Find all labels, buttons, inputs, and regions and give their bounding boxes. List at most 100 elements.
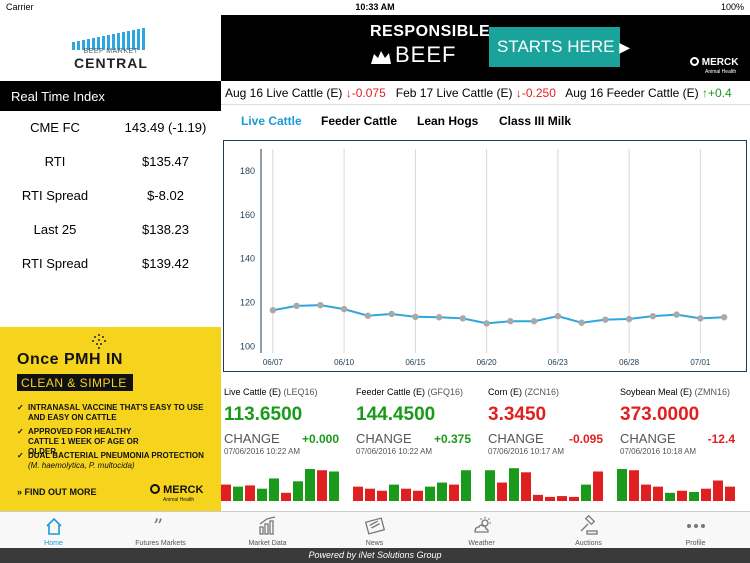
tab-feeder-cattle[interactable]: Feeder Cattle [321, 114, 398, 128]
quote-cards: Live Cattle (E) (LEQ16) 113.6500 CHANGE +0.… [221, 380, 750, 511]
ticker-item[interactable]: Aug 16 Live Cattle (E) ↓-0.075 [225, 86, 386, 100]
mini-bar [509, 468, 519, 501]
mini-bar [401, 488, 411, 501]
rti-row-label: RTI Spread [21, 256, 89, 271]
data-point[interactable] [530, 317, 538, 325]
tab-bar-item[interactable]: ” Futures Markets [107, 512, 214, 549]
ad-left-headline: Once PMH IN [17, 351, 123, 368]
mini-bar [497, 482, 507, 501]
data-point[interactable] [649, 312, 657, 320]
powered-by-footer: Powered by iNet Solutions Group [0, 548, 750, 563]
quote-card[interactable]: Feeder Cattle (E) (GFQ16) 144.4500 CHANGE +… [353, 380, 485, 511]
ticker-item[interactable]: Feb 17 Live Cattle (E) ↓-0.250 [396, 86, 556, 100]
futures-ticker[interactable]: Aug 16 Live Cattle (E) ↓-0.075 Feb 17 Li… [221, 81, 750, 105]
rti-row: CME FC 143.49 (-1.19) [0, 111, 221, 145]
mini-volume-chart [485, 468, 603, 501]
mini-bar [221, 484, 231, 501]
mini-bar [233, 486, 243, 501]
ad-banner-left[interactable]: Once PMH IN CLEAN & SIMPLE ✓ INTRANASAL … [0, 327, 221, 511]
mini-bar [389, 484, 399, 501]
x-tick-label: 06/23 [548, 358, 569, 367]
quote-change-value: -0.095 [568, 432, 603, 446]
check-icon: ✓ [17, 403, 24, 412]
quote-card[interactable]: Soybean Meal (E) (ZMN16) 373.0000 CHANGE -1… [617, 380, 749, 511]
ticker-item[interactable]: Aug 16 Feeder Cattle (E) ↑+0.4 [565, 86, 731, 100]
tab-bar-item[interactable]: Home [0, 512, 107, 549]
mini-bar [701, 488, 711, 501]
data-point[interactable] [364, 312, 372, 319]
quote-change-label: CHANGE [488, 431, 544, 446]
data-point[interactable] [625, 315, 633, 323]
ad-left-bullet-text: APPROVED FOR HEALTHY CATTLE 1 WEEK OF AG… [28, 427, 139, 456]
ad-left-bullet: ✓ DUAL BACTERIAL PNEUMONIA PROTECTION (M… [17, 451, 212, 471]
arrow-down-icon: ↓ [515, 86, 522, 100]
data-point[interactable] [554, 312, 562, 320]
quote-name-label: Soybean Meal (E) [620, 387, 695, 397]
ticker-name: Aug 16 Feeder Cattle (E) [565, 86, 699, 100]
logo-line1: BEEF MARKET [83, 48, 139, 55]
data-point[interactable] [269, 307, 277, 314]
data-point[interactable] [720, 314, 728, 321]
quote-name: Live Cattle (E) (LEQ16) [224, 387, 318, 397]
quote-name: Soybean Meal (E) (ZMN16) [620, 387, 730, 397]
data-point[interactable] [673, 311, 680, 318]
tab-bar-label: Profile [685, 540, 706, 547]
rti-row: RTI Spread $139.42 [0, 247, 221, 281]
merck-sublabel: Animal Health [163, 497, 195, 503]
rti-row-label: RTI [44, 154, 66, 169]
tab-class-iii-milk[interactable]: Class III Milk [499, 114, 572, 128]
data-point[interactable] [483, 320, 490, 327]
quote-card[interactable]: Corn (E) (ZCN16) 3.3450 CHANGE -0.095 07/06/… [485, 380, 617, 511]
mini-bar [725, 486, 735, 501]
ticker-name: Feb 17 Live Cattle (E) [395, 86, 513, 100]
price-chart[interactable]: 180 160 140 120 100 06/07 06/10 06/15 06/20 06/23… [223, 140, 747, 372]
quote-name: Feeder Cattle (E) (GFQ16) [356, 387, 463, 397]
data-point[interactable] [602, 316, 609, 323]
gavel-icon [535, 515, 642, 537]
data-point[interactable] [340, 305, 348, 313]
data-point[interactable] [459, 315, 467, 322]
tab-bar-item[interactable]: Profile [642, 512, 749, 549]
data-point[interactable] [507, 317, 514, 325]
data-point[interactable] [697, 315, 704, 322]
starts-here-button[interactable]: STARTS HERE ▶ [489, 27, 630, 67]
tab-lean-hogs[interactable]: Lean Hogs [417, 114, 479, 128]
tab-live-cattle[interactable]: Live Cattle [241, 114, 302, 128]
quote-name-label: Feeder Cattle (E) [356, 387, 428, 397]
tab-bar-item[interactable]: Weather [428, 512, 535, 549]
data-point[interactable] [435, 314, 443, 321]
data-point[interactable] [412, 313, 419, 321]
quote-name: Corn (E) (ZCN16) [488, 387, 559, 397]
quote-timestamp: 07/06/2016 10:18 AM [620, 447, 697, 456]
ad-banner-top[interactable]: RESPONSIBLE BEEF STARTS HERE ▶ MERCK Ani… [221, 15, 750, 81]
tab-bar-item[interactable]: Market Data [214, 512, 321, 549]
data-point[interactable] [317, 301, 324, 309]
mini-bar [689, 491, 699, 501]
ticker-change: -0.250 [521, 86, 556, 100]
mini-bar [365, 488, 375, 501]
mini-bar [449, 484, 459, 501]
rti-row: Last 25 $138.23 [0, 213, 221, 247]
mini-bar [281, 492, 291, 501]
ad-left-bullet-text: INTRANASAL VACCINE THAT'S EASY TO USE AN… [28, 403, 204, 422]
quote-change-label: CHANGE [356, 431, 412, 446]
find-out-more-link[interactable]: » FIND OUT MORE [17, 487, 97, 497]
ad-top-title2: BEEF [395, 42, 457, 67]
tab-bar-label: Market Data [248, 540, 287, 547]
data-point[interactable] [293, 302, 300, 310]
tab-bar-item[interactable]: News [321, 512, 428, 549]
beef-market-central-logo[interactable]: BEEF MARKET CENTRAL [0, 15, 221, 81]
tab-bar-item[interactable]: Auctions [535, 512, 642, 549]
quote-change-value: -12.4 [707, 432, 735, 446]
data-point[interactable] [578, 319, 585, 326]
tab-bar-label: News [365, 540, 384, 547]
data-point[interactable] [388, 310, 395, 318]
mini-bar [377, 490, 387, 501]
mini-bar [629, 470, 639, 501]
mini-bar [557, 496, 567, 501]
mini-bar [521, 472, 531, 501]
mini-bar [461, 470, 471, 501]
quote-change-value: +0.000 [301, 432, 339, 446]
y-tick-label: 100 [240, 341, 255, 351]
quote-card[interactable]: Live Cattle (E) (LEQ16) 113.6500 CHANGE +0.… [221, 380, 353, 511]
